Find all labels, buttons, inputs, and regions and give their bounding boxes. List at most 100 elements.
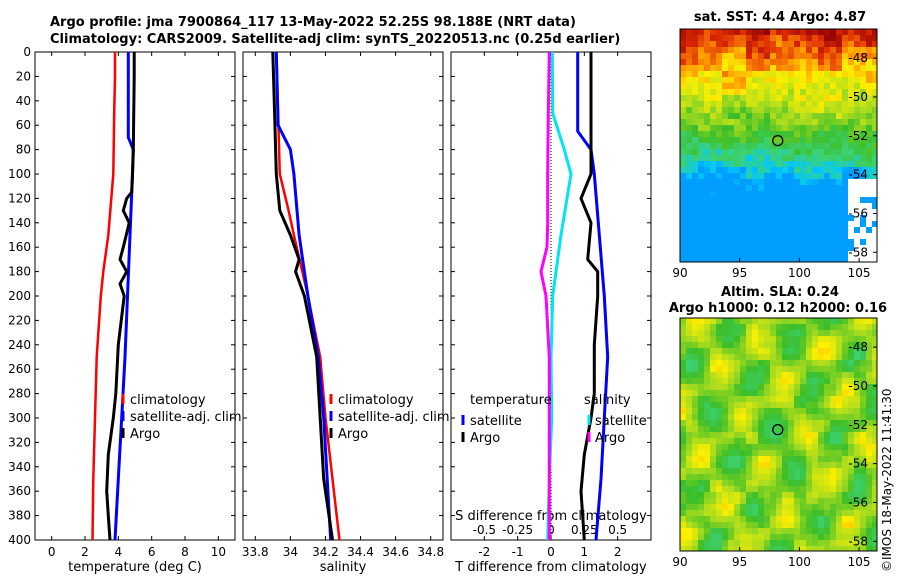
sla_map-pixel [746, 318, 752, 324]
sla_map-pixel [818, 522, 824, 528]
sla_map-pixel [830, 444, 836, 450]
sla_map-pixel [698, 444, 704, 450]
sst_map-pixel [782, 41, 788, 47]
sla_map-pixel [794, 492, 800, 498]
sst_map-pixel [818, 59, 824, 65]
sst_map-pixel [860, 65, 866, 71]
sla_map-pixel [710, 336, 716, 342]
sst_map-pixel [842, 191, 848, 197]
sst_map-pixel [686, 155, 692, 161]
sla_map-pixel [692, 456, 698, 462]
sst_map-pixel [710, 155, 716, 161]
sla_map-pixel [698, 516, 704, 522]
sst_map-pixel [716, 143, 722, 149]
sst_map-pixel [818, 149, 824, 155]
sla_map-pixel [860, 432, 866, 438]
sst_map-pixel [854, 77, 860, 83]
sla_map-pixel [764, 336, 770, 342]
sst_map-pixel [836, 107, 842, 113]
sst_map-pixel [746, 155, 752, 161]
sst_map-pixel [704, 191, 710, 197]
sst_map-pixel [728, 53, 734, 59]
sla_map-pixel [782, 492, 788, 498]
sst_map-pixel [758, 125, 764, 131]
sla_map-pixel [734, 366, 740, 372]
sla_map-pixel [794, 348, 800, 354]
sst_map-pixel [776, 173, 782, 179]
sla_map-pixel [758, 492, 764, 498]
sst_map-pixel [794, 167, 800, 173]
sst_map-pixel [752, 29, 758, 35]
sla_map-pixel [866, 396, 872, 402]
sst_map-pixel [758, 185, 764, 191]
sst_map-pixel [770, 167, 776, 173]
sla_map-pixel [686, 540, 692, 546]
sla_map-pixel [740, 372, 746, 378]
sst_map-pixel [842, 125, 848, 131]
sla_map-pixel [686, 324, 692, 330]
sla_map-pixel [680, 534, 686, 540]
sst_map-pixel [758, 203, 764, 209]
sst_map-pixel [728, 221, 734, 227]
sst_map-pixel [872, 173, 877, 179]
sst_map-pixel [848, 95, 854, 101]
sla_map-pixel [794, 462, 800, 468]
sst_map-pixel [716, 149, 722, 155]
sst_map-pixel [788, 119, 794, 125]
sla_map-pixel [800, 390, 806, 396]
sst_map-pixel [728, 227, 734, 233]
sst_map-pixel [758, 65, 764, 71]
sst_map-pixel [800, 209, 806, 215]
sst_map-pixel [710, 257, 716, 262]
sst_map-pixel [752, 233, 758, 239]
sst_map-pixel [722, 251, 728, 257]
sst_map-pixel [704, 35, 710, 41]
sst_map-pixel [722, 221, 728, 227]
sst_map-pixel [740, 257, 746, 262]
sla_map-pixel [734, 462, 740, 468]
sla_map-pixel [710, 486, 716, 492]
sla_map-pixel [728, 462, 734, 468]
sst_map-pixel [716, 245, 722, 251]
sla_map-pixel [812, 318, 818, 324]
sst_map-pixel [728, 113, 734, 119]
sst_map-pixel [776, 221, 782, 227]
sla_map-pixel [770, 324, 776, 330]
sla_map-pixel [770, 438, 776, 444]
sst_map-pixel [728, 65, 734, 71]
sst_map-pixel [728, 155, 734, 161]
depth-tick-label: 60 [16, 118, 31, 132]
sla_map-pixel [782, 420, 788, 426]
sla_map-pixel [806, 366, 812, 372]
sst_map-pixel [800, 125, 806, 131]
sla_map-pixel [842, 384, 848, 390]
sst_map-pixel [818, 191, 824, 197]
sst_map-pixel [824, 209, 830, 215]
sla_map-pixel [704, 366, 710, 372]
sst_map-pixel [746, 95, 752, 101]
sla_map-pixel [692, 432, 698, 438]
sst_map-pixel [812, 59, 818, 65]
sst_map-pixel [734, 203, 740, 209]
depth-tick-label: 180 [8, 265, 31, 279]
sla_map-pixel [836, 396, 842, 402]
difference-series-t-satellite [576, 52, 610, 541]
sst_map-pixel [698, 221, 704, 227]
sst_map-pixel [794, 197, 800, 203]
sla_map-pixel [752, 504, 758, 510]
sst_map-pixel [698, 233, 704, 239]
sst_map-pixel [734, 221, 740, 227]
sst_map-pixel [698, 245, 704, 251]
sst_map-pixel [794, 101, 800, 107]
sst_map-pixel [710, 113, 716, 119]
sla_map-pixel [704, 438, 710, 444]
sla_map-pixel [818, 474, 824, 480]
sst_map-pixel [830, 173, 836, 179]
sst_map-pixel [782, 221, 788, 227]
sla_map-pixel [824, 546, 830, 551]
sla_map-pixel [746, 360, 752, 366]
sla_map-pixel [800, 480, 806, 486]
sla_map-pixel [692, 498, 698, 504]
sst_map-pixel [686, 149, 692, 155]
sst_map-pixel [812, 35, 818, 41]
